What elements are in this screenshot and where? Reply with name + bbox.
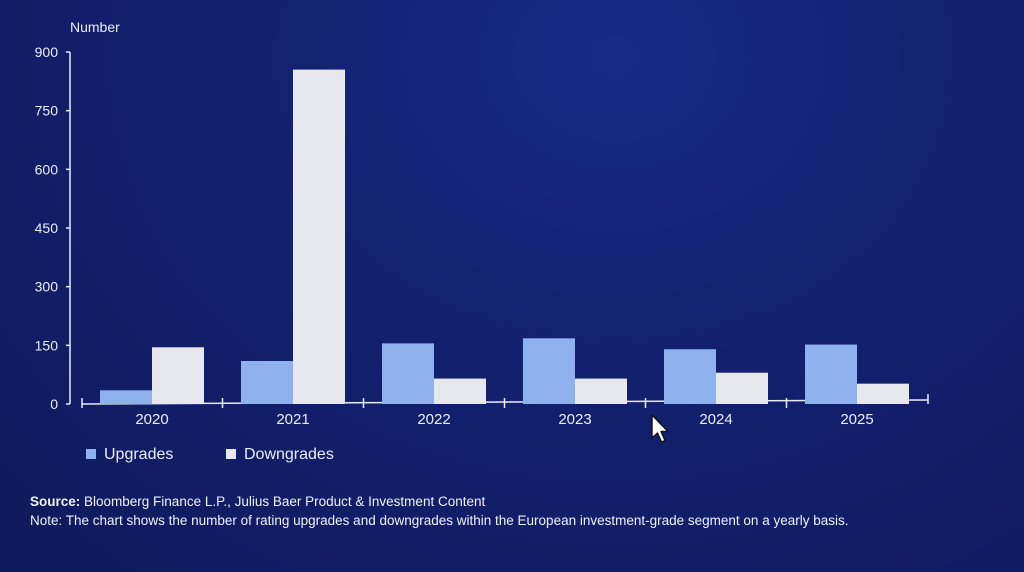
bar-downgrades-2022	[434, 378, 486, 404]
bar-upgrades-2025	[805, 344, 857, 404]
bar-upgrades-2024	[664, 349, 716, 404]
bar-downgrades-2023	[575, 378, 627, 404]
bar-downgrades-2025	[857, 383, 909, 404]
x-tick-label: 2020	[135, 411, 168, 428]
legend-swatch-downgrades	[226, 449, 236, 459]
x-tick-labels: 2020 2021 2022 2023 2024 2025	[81, 394, 929, 428]
x-tick-label: 2025	[840, 411, 873, 428]
x-tick-label: 2022	[417, 411, 450, 428]
y-tick-label: 300	[35, 279, 59, 295]
y-axis-label: Number	[70, 19, 120, 35]
source-label: Source:	[30, 494, 81, 509]
chart-footer: Source: Bloomberg Finance L.P., Julius B…	[30, 492, 930, 530]
y-tick-label: 0	[50, 396, 58, 412]
bar-chart: Number 0 150 300 450 600 750 900 2020 2021 2022 2…	[35, 19, 929, 463]
y-tick-label: 450	[35, 220, 59, 236]
bar-downgrades-2020	[152, 347, 204, 404]
x-tick-label: 2024	[699, 411, 732, 428]
bars	[100, 69, 909, 404]
y-tick-label: 600	[35, 161, 59, 177]
bar-downgrades-2024	[716, 372, 768, 404]
y-tick-label: 150	[35, 337, 59, 353]
mouse-pointer-icon	[650, 414, 672, 444]
x-tick-label: 2023	[558, 411, 591, 428]
legend: Upgrades Downgrades	[86, 446, 334, 463]
legend-label-upgrades: Upgrades	[104, 446, 173, 463]
legend-swatch-upgrades	[86, 449, 96, 459]
y-tick-label: 750	[35, 103, 59, 119]
bar-upgrades-2022	[382, 343, 434, 404]
bar-upgrades-2021	[241, 360, 293, 404]
note-text: Note: The chart shows the number of rati…	[30, 513, 849, 528]
y-tick-label: 900	[35, 44, 59, 60]
bar-upgrades-2020	[100, 390, 152, 404]
source-text: Bloomberg Finance L.P., Julius Baer Prod…	[80, 494, 486, 509]
y-ticks: 0 150 300 450 600 750 900	[35, 44, 70, 412]
source-line: Source: Bloomberg Finance L.P., Julius B…	[30, 492, 930, 511]
legend-label-downgrades: Downgrades	[244, 446, 334, 463]
bar-downgrades-2021	[293, 69, 345, 404]
bar-upgrades-2023	[523, 338, 575, 404]
x-tick-label: 2021	[276, 411, 309, 428]
